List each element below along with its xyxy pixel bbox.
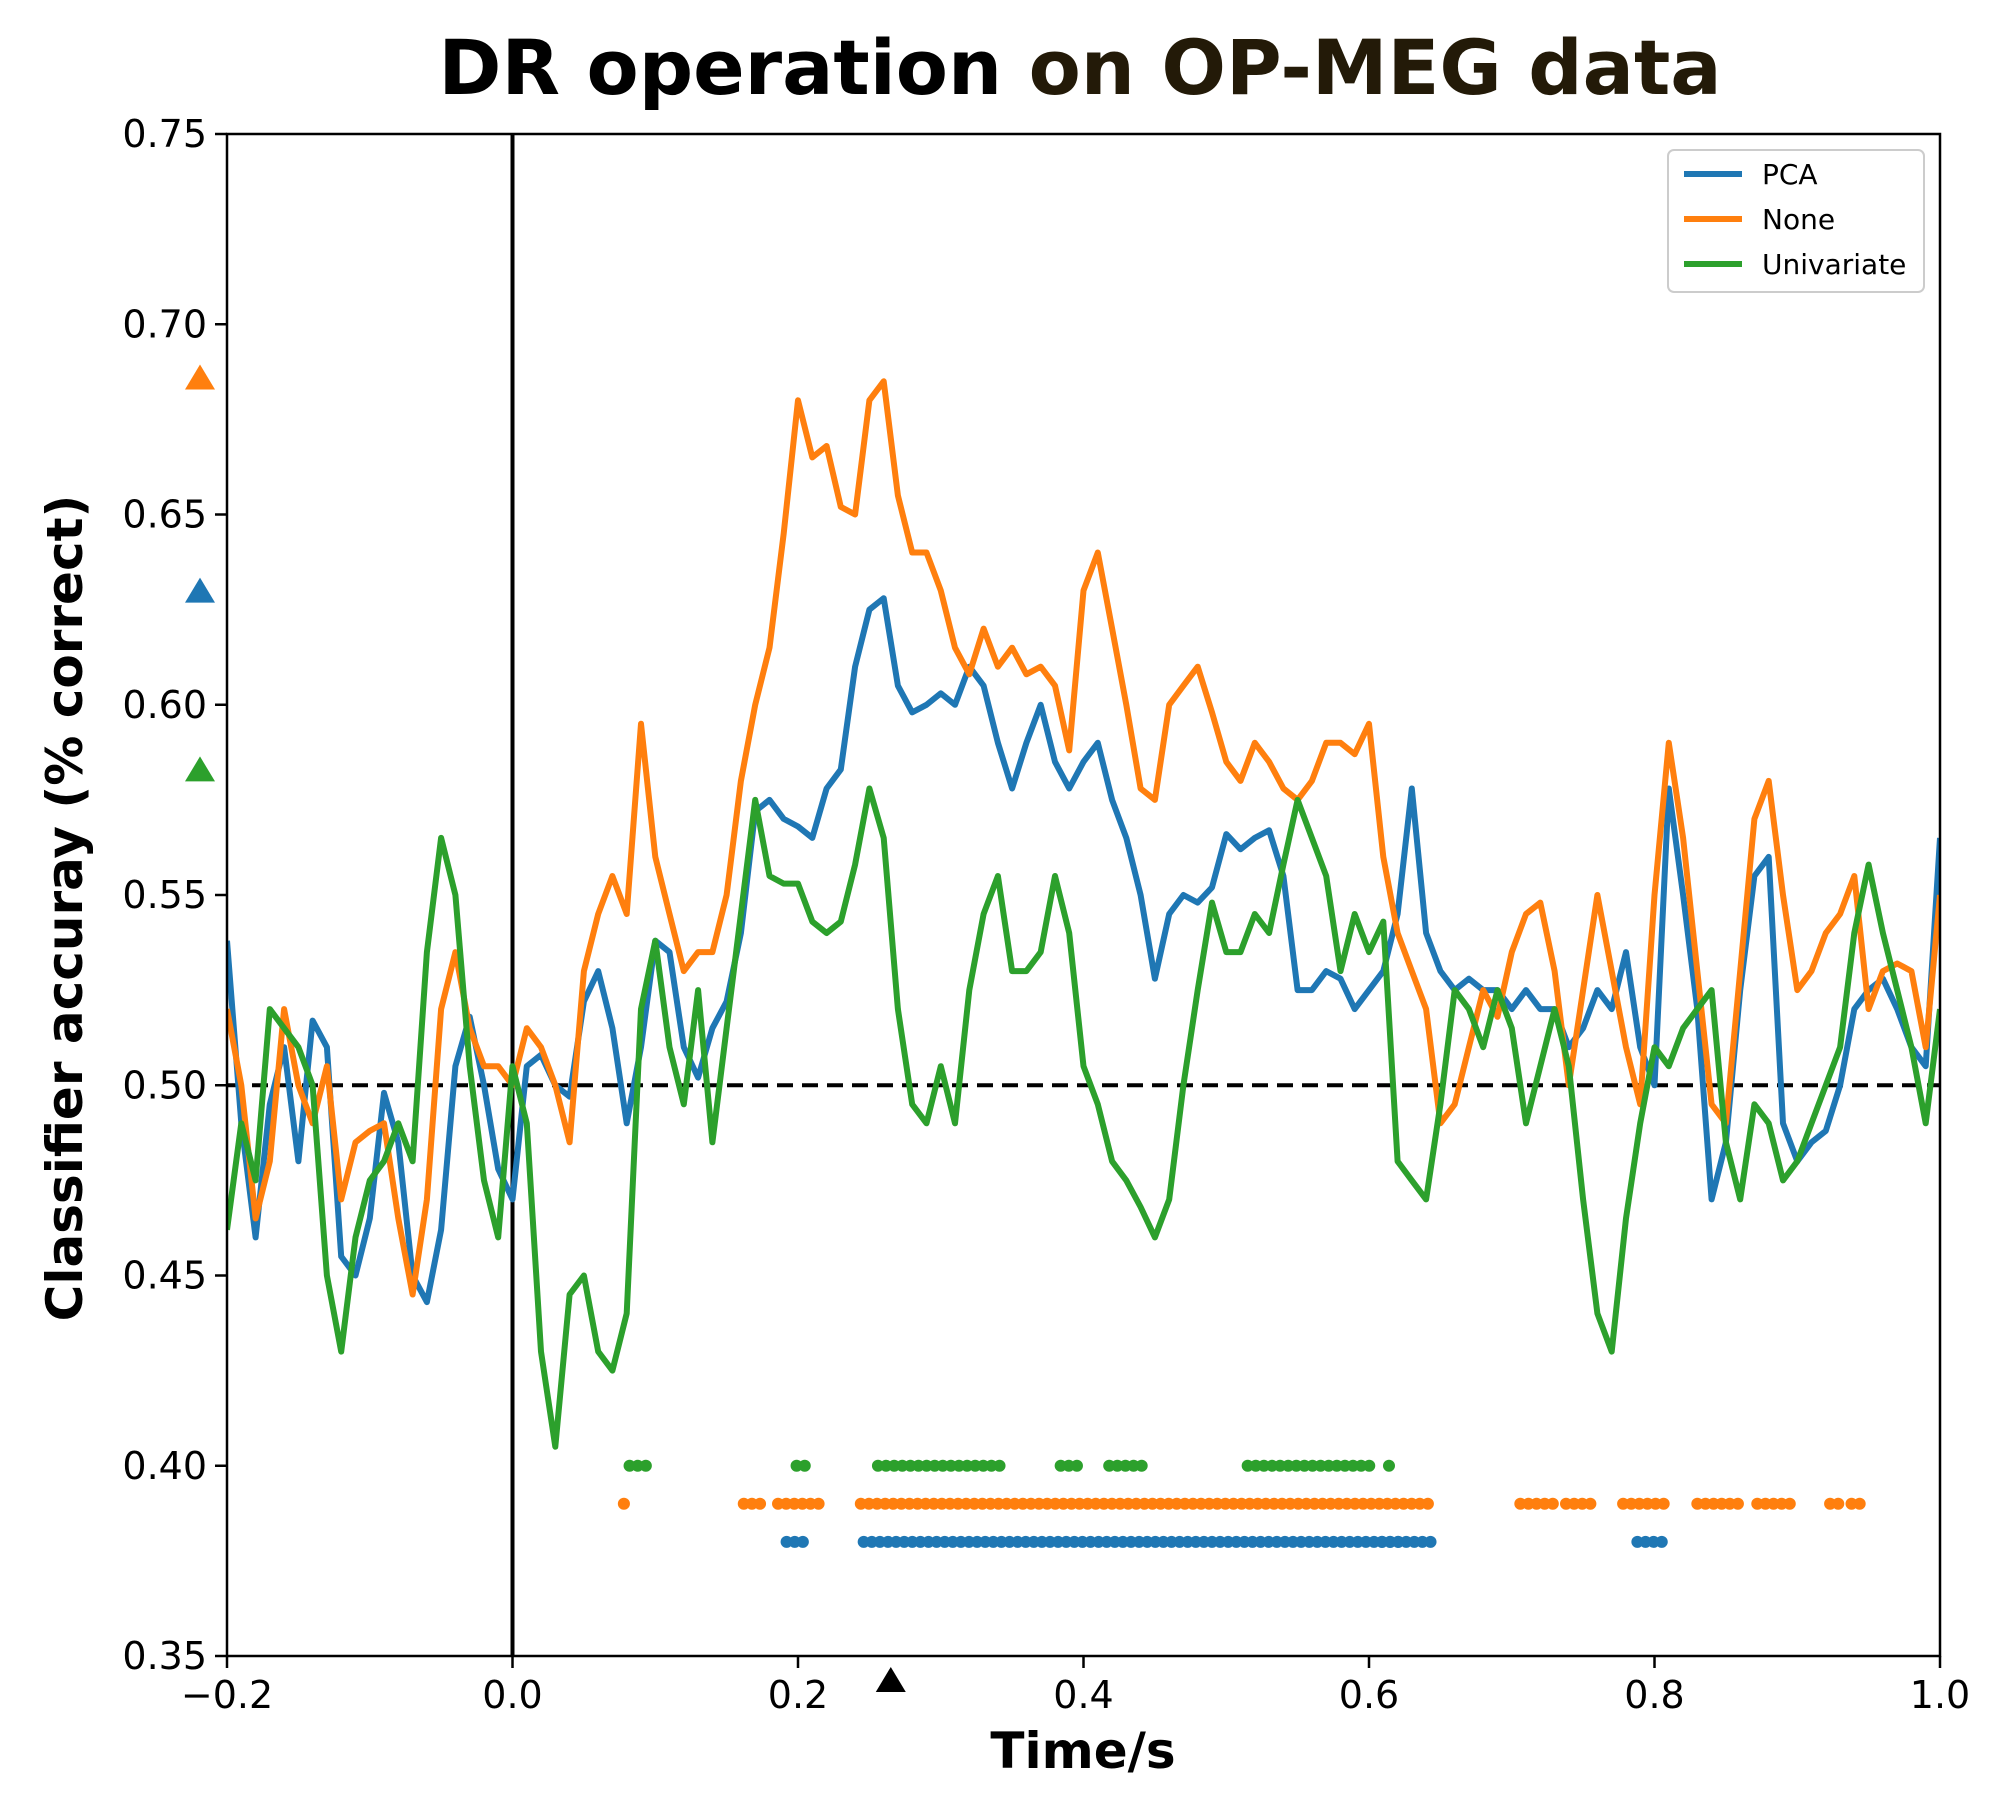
y-tick-label: 0.40 <box>122 1444 207 1488</box>
peak-marker-none <box>185 364 215 390</box>
y-axis-ticks: 0.35 0.40 0.45 0.50 0.55 0.60 0.65 0.70 0.75 <box>122 112 227 1678</box>
chart-title-part2: on OP-MEG data <box>1029 23 1722 112</box>
y-tick-label: 0.50 <box>122 1063 207 1107</box>
plot-area <box>227 134 1940 1656</box>
y-tick-label: 0.45 <box>122 1254 207 1298</box>
legend-label-univariate: Univariate <box>1762 248 1906 281</box>
y-axis-label: Classifier accuray (% correct) <box>36 495 94 1322</box>
y-tick-label: 0.60 <box>122 683 207 727</box>
y-tick-label: 0.70 <box>122 302 207 346</box>
y-tick-label: 0.35 <box>122 1634 207 1678</box>
x-tick-label: 0.8 <box>1624 1673 1684 1717</box>
x-tick-label: 0.0 <box>482 1673 542 1717</box>
significance-markers <box>617 1459 1872 1548</box>
legend: PCA None Univariate <box>1667 149 1925 293</box>
peak-markers <box>185 364 906 1692</box>
peak-time-marker <box>875 1667 906 1692</box>
significance-segment-univariate <box>1382 1459 1395 1472</box>
x-axis-label: Time/s <box>990 1722 1175 1780</box>
peak-marker-pca <box>185 577 215 603</box>
legend-label-pca: PCA <box>1762 158 1818 191</box>
y-tick-label: 0.65 <box>122 493 207 537</box>
chart-title: DR operation on OP-MEG data <box>438 23 1721 112</box>
legend-label-none: None <box>1762 203 1835 236</box>
x-axis-ticks: −0.2 0.0 0.2 0.4 0.6 0.8 1.0 <box>181 1656 1970 1717</box>
series-line-univariate <box>227 785 1940 1450</box>
peak-marker-univariate <box>185 756 215 782</box>
chart-title-part1: DR operation <box>438 23 1028 112</box>
x-tick-label: 0.4 <box>1053 1673 1113 1717</box>
y-tick-label: 0.55 <box>122 873 207 917</box>
x-tick-label: 0.2 <box>768 1673 828 1717</box>
legend-box <box>1667 149 1925 293</box>
x-tick-label: 0.6 <box>1339 1673 1399 1717</box>
y-tick-label: 0.75 <box>122 112 207 156</box>
x-tick-label: 1.0 <box>1910 1673 1970 1717</box>
series-line-pca <box>227 595 1940 1306</box>
x-tick-label: −0.2 <box>181 1673 273 1717</box>
